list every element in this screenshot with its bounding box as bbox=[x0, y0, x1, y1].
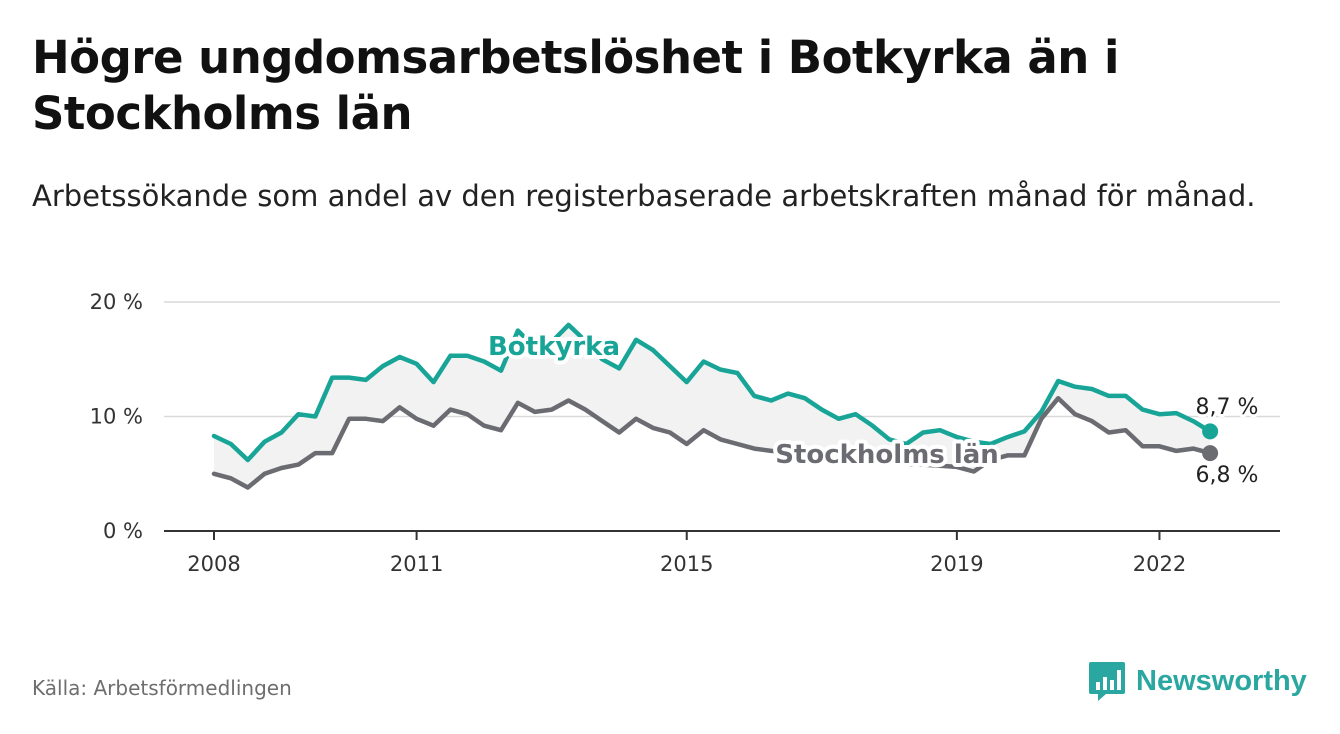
botkyrka-line bbox=[211, 322, 1213, 463]
series-label-botkyrka-halo: Botkyrka bbox=[488, 332, 620, 362]
source-note: Källa: Arbetsförmedlingen bbox=[32, 676, 292, 700]
x-tick-label: 2022 bbox=[1133, 552, 1186, 576]
gap-area bbox=[214, 324, 1211, 488]
x-tick-label: 2008 bbox=[187, 552, 240, 576]
end-point-marker bbox=[1202, 445, 1219, 462]
series-label-stockholms-lan: Stockholms län bbox=[775, 440, 999, 470]
x-tick-label: 2019 bbox=[930, 552, 983, 576]
newsworthy-brand: Newsworthy bbox=[1088, 660, 1307, 702]
chart-title: Högre ungdomsarbetslöshet i Botkyrka än … bbox=[32, 31, 1119, 140]
end-point-marker bbox=[1202, 423, 1219, 440]
series-label-botkyrka: Botkyrka bbox=[488, 332, 620, 362]
end-value-stockholms-lan: 6,8 % bbox=[1196, 463, 1259, 488]
brand-name: Newsworthy bbox=[1136, 664, 1307, 697]
end-value-stockholms-lan-halo: 6,8 % bbox=[1196, 463, 1259, 488]
stockholms-lan-line bbox=[211, 395, 1213, 490]
series-label-stockholms-lan-halo: Stockholms län bbox=[775, 440, 999, 470]
y-tick-label: 10 % bbox=[90, 405, 143, 429]
end-value-botkyrka-halo: 8,7 % bbox=[1196, 395, 1259, 420]
x-tick-label: 2015 bbox=[660, 552, 713, 576]
x-tick-label: 2011 bbox=[390, 552, 443, 576]
chart-subtitle: Arbetssökande som andel av den registerb… bbox=[32, 179, 1256, 213]
y-tick-label: 0 % bbox=[103, 519, 143, 543]
end-value-botkyrka: 8,7 % bbox=[1196, 395, 1259, 420]
y-tick-label: 20 % bbox=[90, 290, 143, 314]
newsworthy-logo-icon bbox=[1089, 662, 1125, 701]
